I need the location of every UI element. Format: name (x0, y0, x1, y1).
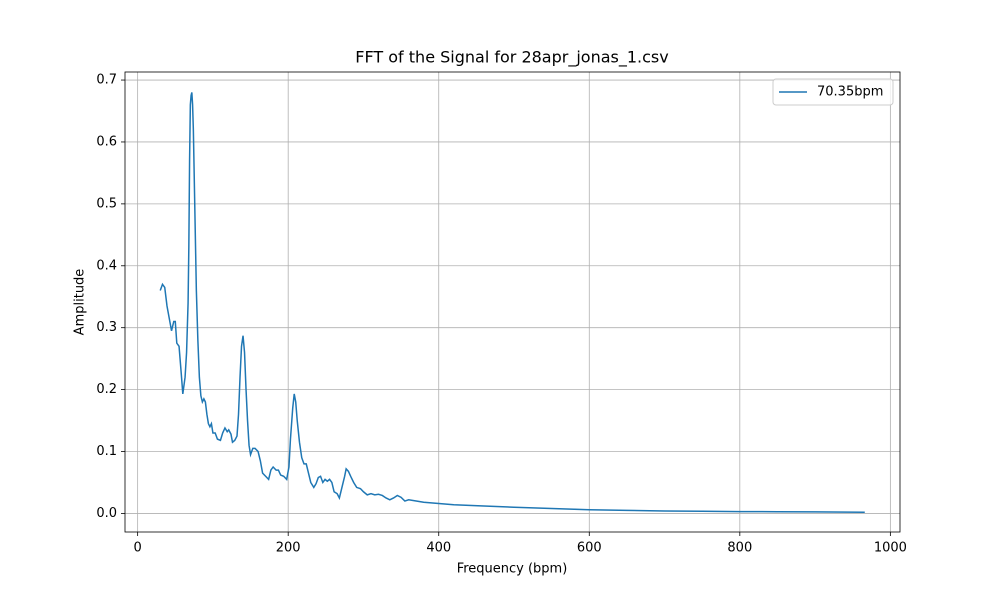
y-tick-label: 0.0 (96, 506, 117, 521)
axes-frame (124, 71, 901, 533)
y-tick-label: 0.3 (96, 320, 117, 335)
x-tick-label: 200 (276, 541, 301, 556)
y-tick-label: 0.7 (96, 73, 117, 88)
y-tick-label: 0.1 (96, 444, 117, 459)
legend-box (772, 78, 894, 106)
x-tick-label: 600 (577, 541, 602, 556)
legend-label: 70.35bpm (817, 85, 883, 100)
y-tick-label: 0.4 (96, 258, 117, 273)
data-line (159, 92, 865, 513)
x-tick-label: 0 (134, 541, 142, 556)
y-tick-label: 0.2 (96, 382, 117, 397)
x-tick-label: 400 (426, 541, 451, 556)
chart-title: FFT of the Signal for 28apr_jonas_1.csv (355, 48, 668, 68)
y-tick-label: 0.6 (96, 134, 117, 149)
y-axis-label: Amplitude (73, 269, 88, 336)
x-axis-label: Frequency (bpm) (457, 562, 568, 577)
x-tick-label: 1000 (874, 541, 907, 556)
x-tick-label: 800 (727, 541, 752, 556)
y-tick-label: 0.5 (96, 196, 117, 211)
